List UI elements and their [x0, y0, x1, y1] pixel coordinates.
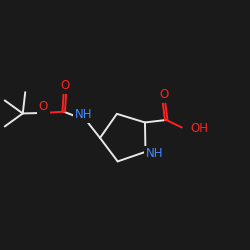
- Text: O: O: [159, 88, 168, 102]
- Text: OH: OH: [190, 122, 208, 135]
- Text: O: O: [60, 79, 70, 92]
- Text: NH: NH: [146, 147, 163, 160]
- Text: NH: NH: [74, 108, 92, 122]
- Text: O: O: [39, 100, 48, 113]
